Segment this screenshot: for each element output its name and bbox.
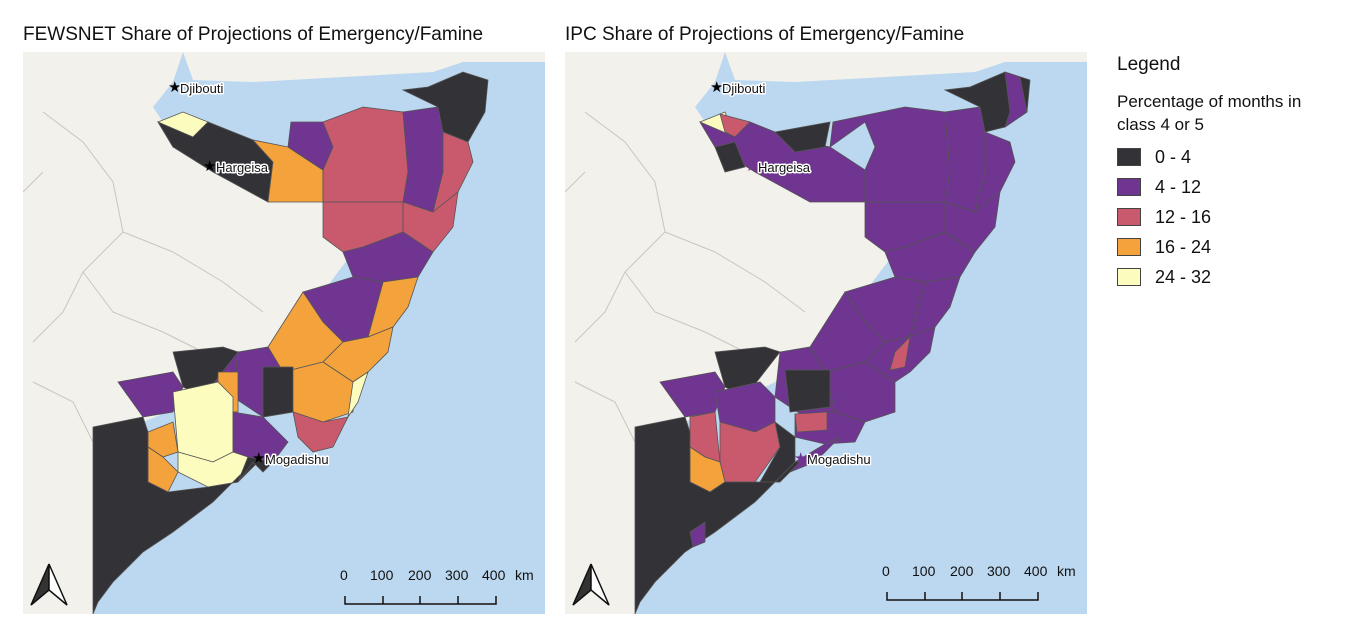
star-marker-djibouti: ★ (710, 79, 723, 96)
land-arabia (565, 52, 695, 97)
land-mass-north (565, 52, 1087, 82)
star-marker-djibouti: ★ (168, 79, 181, 96)
legend-subtitle: Percentage of months in class 4 or 5 (1117, 92, 1302, 134)
map-ipc[interactable]: ★ Djibouti ★ Hargeisa ★ Mogadishu 0 100 … (565, 52, 1087, 614)
somalia-regions (92, 71, 489, 614)
legend-label: 24 - 32 (1155, 266, 1212, 287)
scale-bar: 0 100 200 300 400 km (340, 567, 534, 605)
legend-item-4-12: 4 - 12 (1117, 172, 1327, 202)
city-label-mogadishu: Mogadishu (807, 452, 871, 467)
scale-tick-300: 300 (445, 567, 469, 583)
map-title-ipc: IPC Share of Projections of Emergency/Fa… (565, 24, 965, 45)
legend: Legend Percentage of months in class 4 o… (1117, 54, 1327, 292)
legend-item-16-24: 16 - 24 (1117, 232, 1327, 262)
scale-tick-200: 200 (950, 563, 974, 579)
map-canvas-fewsnet: ★ Djibouti ★ Hargeisa ★ Mogadishu 0 100 … (23, 52, 545, 614)
city-label-hargeisa: Hargeisa (758, 160, 811, 175)
country-borders (23, 111, 264, 443)
star-marker-hargeisa: ★ (745, 158, 758, 175)
land-mass-north (23, 52, 545, 82)
legend-swatch (1117, 268, 1141, 286)
legend-swatch (1117, 208, 1141, 226)
star-marker-mogadishu: ★ (252, 450, 265, 467)
city-label-djibouti: Djibouti (722, 81, 765, 96)
legend-label: 16 - 24 (1155, 236, 1212, 257)
scale-tick-400: 400 (1024, 563, 1048, 579)
north-arrow-icon (572, 563, 610, 606)
city-label-hargeisa: Hargeisa (216, 160, 269, 175)
somalia-regions (634, 71, 1031, 614)
legend-swatch (1117, 148, 1141, 166)
legend-item-12-16: 12 - 16 (1117, 202, 1327, 232)
scale-tick-400: 400 (482, 567, 506, 583)
legend-label: 0 - 4 (1155, 146, 1192, 167)
scale-tick-200: 200 (408, 567, 432, 583)
legend-label: 12 - 16 (1155, 206, 1212, 227)
legend-label: 4 - 12 (1155, 176, 1202, 197)
scale-tick-100: 100 (370, 567, 394, 583)
scale-tick-300: 300 (987, 563, 1011, 579)
city-label-mogadishu: Mogadishu (265, 452, 329, 467)
legend-item-0-4: 0 - 4 (1117, 142, 1327, 172)
map-fewsnet[interactable]: ★ Djibouti ★ Hargeisa ★ Mogadishu 0 100 … (23, 52, 545, 614)
country-borders (565, 111, 806, 443)
map-canvas-ipc: ★ Djibouti ★ Hargeisa ★ Mogadishu 0 100 … (565, 52, 1087, 614)
star-marker-hargeisa: ★ (203, 158, 216, 175)
city-label-djibouti: Djibouti (180, 81, 223, 96)
scale-tick-0: 0 (340, 567, 348, 583)
land-arabia (23, 52, 153, 97)
scale-tick-100: 100 (912, 563, 936, 579)
legend-title: Legend (1117, 54, 1181, 75)
scale-bar: 0 100 200 300 400 km (882, 563, 1076, 601)
legend-swatch (1117, 238, 1141, 256)
legend-swatch (1117, 178, 1141, 196)
scale-unit: km (1057, 563, 1076, 579)
star-marker-mogadishu: ★ (794, 450, 807, 467)
north-arrow-icon (30, 563, 68, 606)
legend-item-24-32: 24 - 32 (1117, 262, 1327, 292)
scale-unit: km (515, 567, 534, 583)
scale-tick-0: 0 (882, 563, 890, 579)
map-title-fewsnet: FEWSNET Share of Projections of Emergenc… (23, 24, 484, 45)
